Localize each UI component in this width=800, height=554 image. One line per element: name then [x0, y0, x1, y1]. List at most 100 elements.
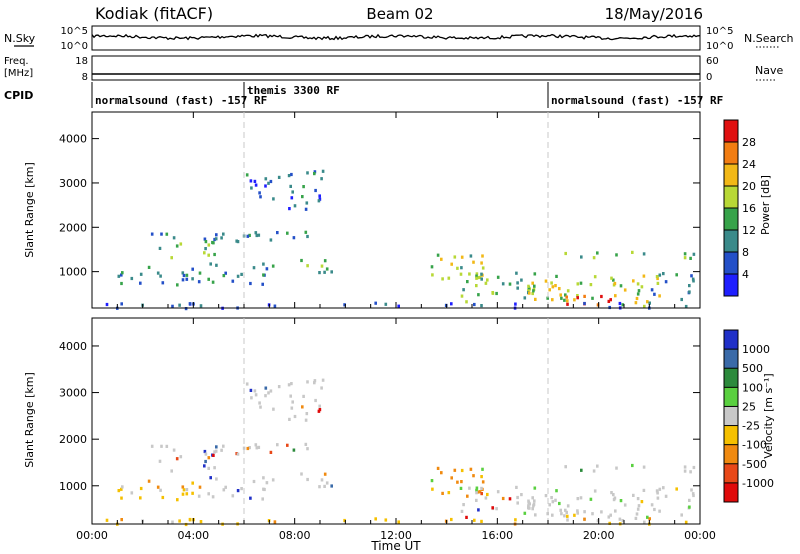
power-cell — [253, 179, 257, 183]
y-tick-label: 4000 — [59, 340, 87, 353]
power-cell — [440, 257, 443, 261]
velocity-cell — [231, 494, 235, 498]
velocity-cell — [589, 497, 593, 501]
power-cell — [551, 285, 555, 289]
power-cell — [175, 244, 179, 248]
velocity-cell — [290, 406, 294, 410]
power-cell — [212, 241, 215, 245]
power-cell — [646, 300, 649, 304]
power-cell — [165, 232, 169, 236]
velocity-cell — [199, 520, 203, 524]
velocity-cell — [287, 383, 291, 387]
velocity-cell — [191, 481, 194, 485]
velocity-cell — [476, 490, 480, 494]
velocity-cell — [635, 512, 639, 516]
power-cell — [688, 290, 691, 294]
power-cell — [460, 294, 464, 298]
power-cell — [675, 273, 678, 277]
power-cell — [269, 238, 273, 242]
power-cell — [609, 298, 612, 302]
velocity-cell — [516, 495, 519, 500]
velocity-cell — [596, 519, 600, 523]
power-cell — [523, 296, 527, 300]
velocity-cell — [610, 491, 613, 495]
velocity-cell — [120, 518, 123, 522]
power-cell — [468, 272, 471, 276]
power-cell — [478, 275, 482, 279]
power-cell — [197, 280, 201, 284]
velocity-cell — [440, 471, 443, 475]
velocity-cell — [544, 494, 548, 498]
velocity-cell — [580, 468, 583, 472]
velocity-cell — [632, 493, 635, 497]
power-cell — [139, 281, 142, 285]
velocity-cell — [222, 444, 225, 448]
velocity-cell — [623, 503, 627, 507]
velocity-cell — [272, 407, 275, 411]
velocity-cell — [460, 480, 463, 484]
velocity-cell — [460, 509, 464, 513]
power-cell — [593, 275, 597, 279]
power-cell — [318, 194, 321, 198]
velocity-cell — [614, 509, 617, 513]
date-title: 18/May/2016 — [605, 5, 703, 23]
velocity-cell — [637, 504, 641, 508]
power-cell — [563, 298, 566, 302]
power-cell — [290, 172, 293, 177]
velocity-cell — [469, 467, 473, 471]
freq-panel — [91, 55, 701, 81]
power-heatmap — [105, 169, 696, 311]
velocity-cell — [646, 515, 649, 519]
colorbar-tick-label: 20 — [742, 180, 756, 193]
colorbar-segment — [724, 482, 738, 502]
velocity-cell — [264, 394, 267, 398]
power-cell — [222, 232, 225, 236]
power-cell — [475, 284, 478, 288]
power-cell — [207, 243, 211, 247]
power-cell — [548, 288, 551, 292]
power-cell — [441, 277, 444, 281]
velocity-cell — [185, 492, 189, 496]
velocity-cell — [318, 404, 321, 408]
velocity-cell — [215, 477, 218, 481]
velocity-cell — [198, 485, 202, 489]
power-cell — [520, 278, 523, 282]
velocity-cell — [213, 466, 216, 470]
velocity-cell — [640, 500, 644, 504]
velocity-cell — [159, 488, 162, 492]
velocity-cell — [121, 485, 124, 489]
power-cell — [656, 276, 659, 281]
power-cell — [255, 233, 259, 238]
velocity-cell — [596, 464, 599, 468]
velocity-cell — [305, 412, 309, 416]
power-cell — [515, 271, 518, 275]
velocity-cell — [262, 476, 265, 480]
power-cell — [480, 261, 483, 265]
power-cell — [481, 266, 485, 270]
y-tick-label: 3000 — [59, 177, 87, 190]
velocity-cell — [156, 485, 160, 489]
velocity-colorbar: 1000 500 100 25 -25 -100 -500 -1000 — [723, 329, 774, 503]
power-cell — [130, 276, 134, 281]
colorbar-segment — [724, 406, 738, 426]
power-cell — [320, 177, 323, 181]
power-cell — [450, 262, 453, 266]
velocity-cell — [531, 496, 534, 500]
power-cell — [323, 259, 327, 263]
x-tick-label: 08:00 — [279, 529, 311, 542]
velocity-cell — [139, 496, 142, 500]
power-cell — [477, 293, 480, 297]
velocity-cell — [683, 469, 687, 473]
velocity-cell — [254, 393, 258, 397]
velocity-cell — [450, 517, 453, 522]
velocity-cell — [566, 518, 569, 522]
power-cell — [527, 289, 530, 293]
power-cell — [533, 272, 537, 276]
power-cell — [566, 299, 569, 303]
power-cell — [321, 169, 325, 173]
velocity-cell — [453, 468, 457, 472]
velocity-cell — [250, 396, 253, 400]
power-cell — [290, 196, 294, 200]
power-cell — [551, 298, 554, 302]
power-cell — [456, 266, 459, 270]
